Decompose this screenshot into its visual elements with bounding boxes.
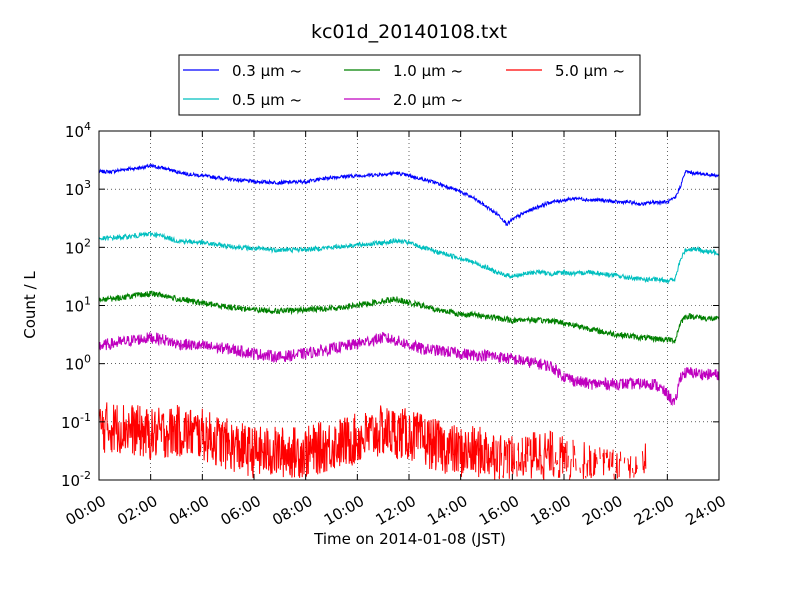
x-tick-label: 16:00: [476, 492, 522, 529]
y-axis: 10-2 10-1 100 101 102 103 104: [61, 120, 719, 490]
y-tick-label: 101: [65, 295, 91, 316]
x-axis-label: Time on 2014-01-08 (JST): [313, 530, 506, 548]
series-line-4: [99, 402, 647, 480]
series-line-0: [99, 163, 719, 227]
x-tick-label: 10:00: [321, 492, 367, 529]
x-tick-label: 20:00: [579, 492, 625, 529]
series-line-2: [99, 290, 719, 345]
series-layer: [99, 163, 719, 480]
x-tick-label: 14:00: [424, 492, 470, 529]
legend: 0.3 μm ~ 0.5 μm ~ 1.0 μm ~ 2.0 μm ~ 5.0 μm ~: [178, 54, 641, 116]
legend-label: 1.0 μm ~: [393, 62, 463, 80]
legend-box: [178, 54, 641, 116]
x-tick-label: 06:00: [218, 492, 264, 529]
y-tick-label: 10-2: [61, 469, 91, 490]
y-tick-label: 10-1: [61, 411, 91, 432]
y-tick-label: 103: [65, 178, 91, 199]
legend-label: 0.5 μm ~: [232, 91, 302, 109]
x-tick-label: 00:00: [63, 492, 109, 529]
x-tick-label: 24:00: [683, 492, 729, 529]
y-axis-label: Count / L: [21, 271, 39, 339]
series-line-1: [99, 231, 719, 285]
series-line-3: [99, 331, 719, 407]
x-tick-label: 18:00: [528, 492, 574, 529]
y-tick-label: 102: [65, 236, 91, 257]
grid: [99, 131, 719, 480]
y-tick-label: 104: [65, 120, 91, 141]
x-tick-label: 08:00: [269, 492, 315, 529]
legend-label: 0.3 μm ~: [232, 62, 302, 80]
x-tick-label: 04:00: [166, 492, 212, 529]
x-tick-label: 22:00: [631, 492, 677, 529]
chart-title: kc01d_20140108.txt: [311, 21, 507, 43]
x-tick-label: 02:00: [114, 492, 160, 529]
legend-label: 5.0 μm ~: [555, 62, 625, 80]
x-tick-label: 12:00: [373, 492, 419, 529]
legend-label: 2.0 μm ~: [393, 91, 463, 109]
y-tick-label: 100: [65, 353, 91, 374]
